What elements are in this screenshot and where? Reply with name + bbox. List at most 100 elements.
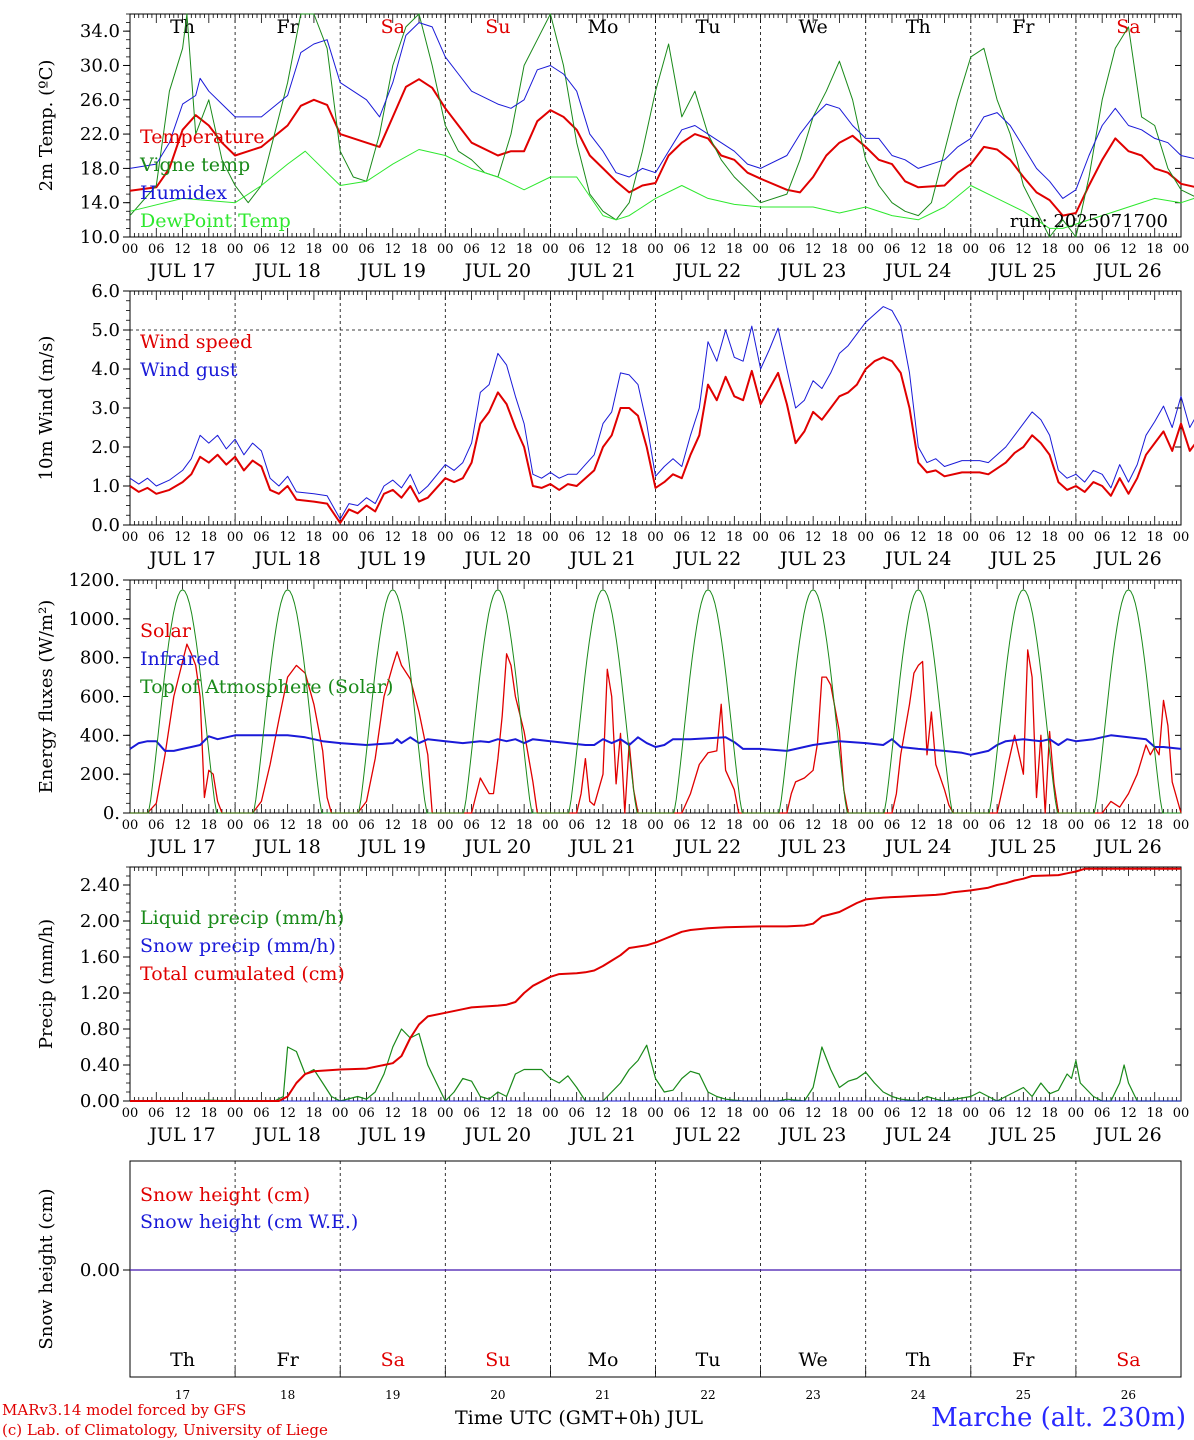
series-wind-gust [129,306,1194,520]
hour-tick-label: 12 [805,818,822,833]
legend-entry: Top of Atmosphere (Solar) [140,676,393,698]
hour-tick-label: 18 [201,242,218,257]
hour-tick-label: 00 [1173,818,1190,833]
y-tick-label: 3.0 [91,398,120,419]
series-dewpoint-temp [129,149,1194,229]
day-label: JUL 20 [463,836,531,858]
x-axis-title: Time UTC (GMT+0h) JUL [455,1407,703,1429]
hour-tick-label: 12 [174,530,191,545]
y-tick-label: 5.0 [91,320,120,341]
hour-tick-label: 00 [437,818,454,833]
hour-tick-label: 00 [332,818,349,833]
hour-tick-label: 12 [910,530,927,545]
day-label: JUL 17 [147,836,215,858]
series-total-cumulated-cm [130,867,1181,1102]
hour-tick-label: 06 [463,818,480,833]
day-label: JUL 22 [673,1124,741,1146]
hour-tick-label: 06 [779,818,796,833]
hour-tick-label: 12 [1015,530,1032,545]
hour-tick-label: 12 [1015,1106,1032,1121]
day-number-label: 21 [595,1388,610,1402]
hour-tick-label: 18 [306,530,323,545]
hour-tick-label: 18 [201,818,218,833]
hour-tick-label: 18 [621,818,638,833]
series-wind-speed [129,356,1194,524]
weekday-label: Su [485,1349,510,1371]
hour-tick-label: 12 [279,242,296,257]
hour-tick-label: 18 [936,530,953,545]
weekday-label: Sa [381,1349,405,1371]
hour-tick-label: 12 [279,818,296,833]
hour-tick-label: 06 [989,242,1006,257]
y-tick-label: 0. [103,803,120,824]
hour-tick-label: 12 [1120,1106,1137,1121]
legend-entry: DewPoint Temp [140,210,291,232]
day-label: JUL 18 [252,260,320,282]
hour-tick-label: 00 [647,1106,664,1121]
hour-tick-label: 12 [279,530,296,545]
hour-tick-label: 18 [411,1106,428,1121]
hour-tick-label: 00 [542,530,559,545]
legend-entry: Liquid precip (mm/h) [140,907,344,929]
hour-tick-label: 06 [989,818,1006,833]
hour-tick-label: 00 [857,242,874,257]
hour-tick-label: 12 [910,1106,927,1121]
hour-tick-label: 00 [647,818,664,833]
hour-tick-label: 00 [647,530,664,545]
hour-tick-label: 06 [779,242,796,257]
y-tick-label: 2.40 [80,875,120,896]
day-number-label: 26 [1121,1388,1136,1402]
y-tick-label: 4.0 [91,359,120,380]
hour-tick-label: 00 [1173,530,1190,545]
hour-tick-label: 18 [831,1106,848,1121]
hour-tick-label: 00 [752,242,769,257]
hour-tick-label: 12 [910,242,927,257]
y-tick-label: 22.0 [80,124,120,145]
hour-tick-label: 06 [253,530,270,545]
hour-tick-label: 06 [1094,242,1111,257]
hour-tick-label: 18 [1041,530,1058,545]
hour-tick-label: 12 [595,530,612,545]
hour-tick-label: 12 [384,1106,401,1121]
hour-tick-label: 06 [884,818,901,833]
day-label: JUL 24 [883,836,951,858]
hour-tick-label: 00 [542,1106,559,1121]
hour-tick-label: 06 [358,530,375,545]
y-tick-label: 1000. [68,609,120,630]
hour-tick-label: 12 [1015,242,1032,257]
day-label: JUL 26 [1093,260,1161,282]
day-label: JUL 20 [463,260,531,282]
y-tick-label: 0.80 [80,1019,120,1040]
hour-tick-label: 00 [332,530,349,545]
hour-tick-label: 12 [490,530,507,545]
hour-tick-label: 06 [779,1106,796,1121]
day-number-label: 17 [175,1388,190,1402]
hour-tick-label: 12 [490,1106,507,1121]
legend-entry: Wind gust [140,359,238,381]
hour-tick-label: 00 [857,530,874,545]
hour-tick-label: 18 [516,242,533,257]
hour-tick-label: 00 [227,242,244,257]
hour-tick-label: 12 [595,818,612,833]
hour-tick-label: 12 [805,242,822,257]
hour-tick-label: 18 [306,242,323,257]
hour-tick-label: 00 [332,1106,349,1121]
day-label: JUL 19 [358,548,426,570]
hour-tick-label: 12 [700,818,717,833]
day-label: JUL 25 [988,548,1056,570]
hour-tick-label: 00 [437,242,454,257]
weekday-label: Th [170,1349,195,1371]
panel-3: 00 06 12 18 00 06 12 18 00 06 12 18 00 06 12 18 00 06 12 18… [36,570,1189,858]
hour-tick-label: 06 [779,530,796,545]
hour-tick-label: 06 [1094,530,1111,545]
hour-tick-label: 18 [1146,1106,1163,1121]
day-label: JUL 26 [1093,836,1161,858]
day-label: JUL 21 [568,836,636,858]
weekday-label: Fr [277,1349,300,1371]
day-label: JUL 25 [988,836,1056,858]
y-tick-label: 1.0 [91,476,120,497]
legend-entry: Vigne temp [139,154,250,176]
day-label: JUL 24 [883,260,951,282]
hour-tick-label: 00 [542,242,559,257]
weekday-label: We [799,1349,828,1371]
